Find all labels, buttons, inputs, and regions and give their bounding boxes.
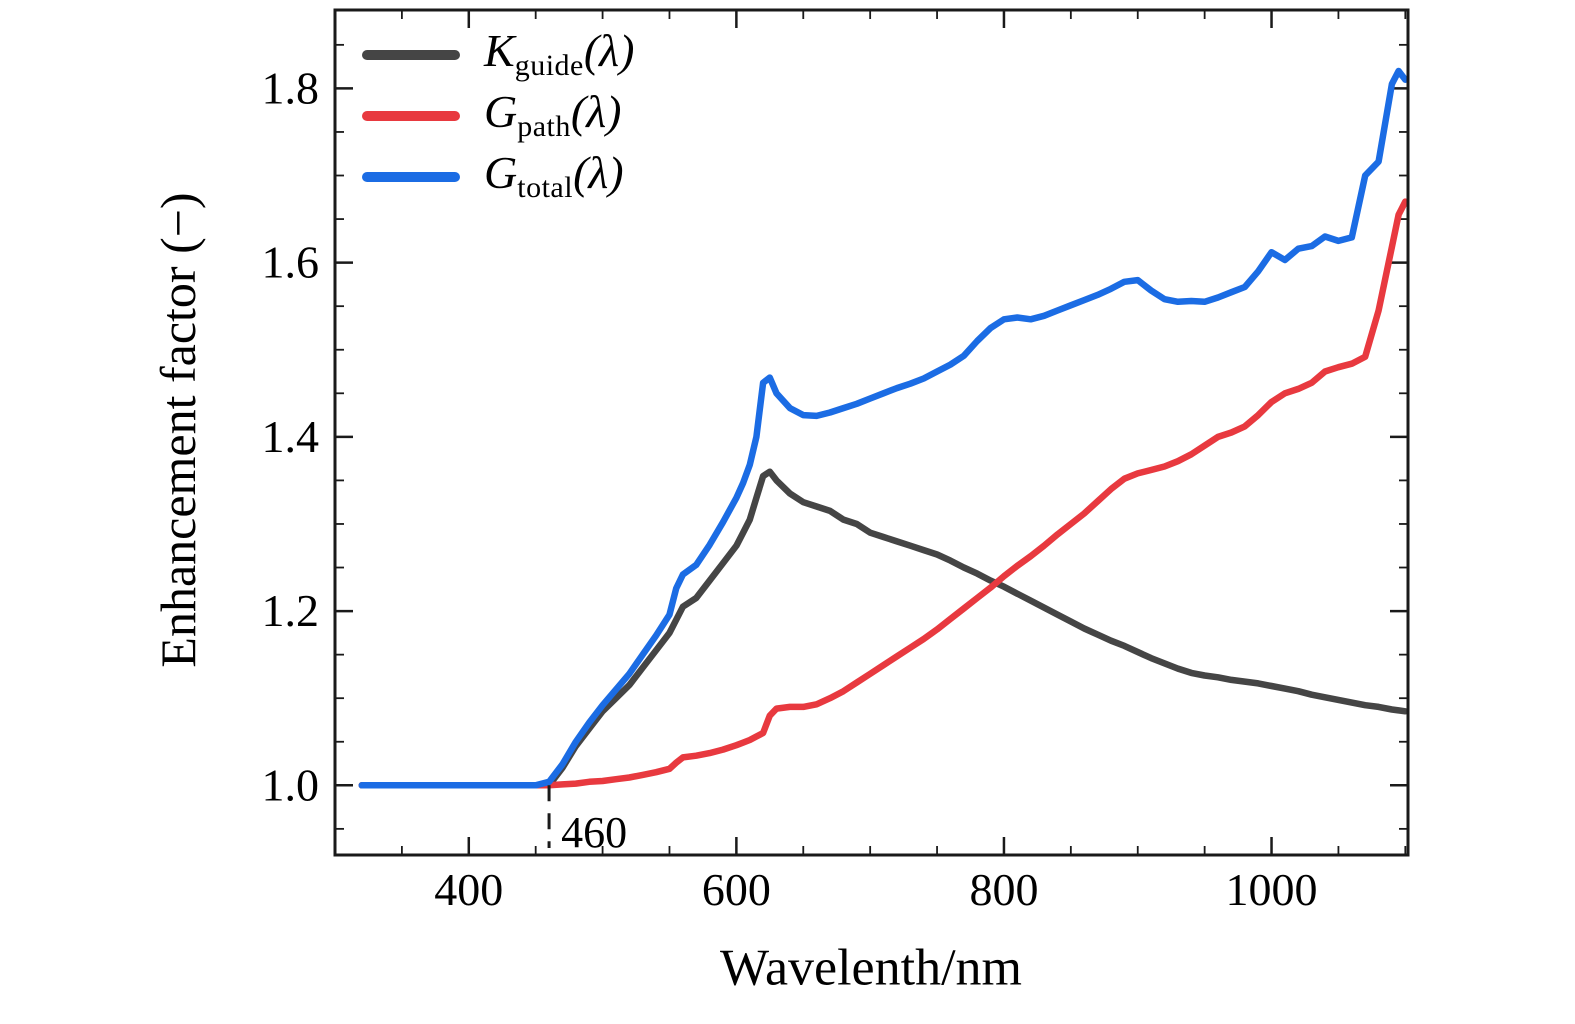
- y-tick-label: 1.8: [262, 62, 320, 113]
- legend-item-kguide: Kguide(λ): [362, 24, 634, 85]
- legend-label-gtotal: Gtotal(λ): [484, 147, 624, 204]
- x-tick-label: 1000: [1226, 864, 1318, 915]
- legend-label-gpath: Gpath(λ): [484, 86, 622, 143]
- series-line-guide: [358, 468, 1409, 789]
- y-tick-label: 1.6: [262, 237, 320, 288]
- y-axis-label: Enhancement factor (−): [150, 192, 206, 668]
- legend-item-gpath: Gpath(λ): [362, 85, 634, 146]
- legend-swatch-kguide: [362, 49, 460, 60]
- legend: Kguide(λ) Gpath(λ) Gtotal(λ): [362, 24, 634, 207]
- annotation-label-460: 460: [561, 808, 627, 857]
- legend-item-gtotal: Gtotal(λ): [362, 146, 634, 207]
- x-axis-label: Wavelenth/nm: [720, 939, 1022, 997]
- legend-swatch-gpath: [362, 110, 460, 121]
- legend-label-kguide: Kguide(λ): [484, 25, 635, 82]
- series-line-path: [358, 198, 1409, 789]
- y-tick-label: 1.0: [262, 759, 320, 810]
- y-tick-label: 1.4: [262, 411, 320, 462]
- y-tick-label: 1.2: [262, 585, 320, 636]
- x-tick-label: 600: [702, 864, 771, 915]
- series-line-total: [358, 67, 1409, 789]
- plot-frame: [333, 8, 1410, 857]
- x-tick-label: 400: [434, 864, 503, 915]
- x-tick-label: 800: [969, 864, 1038, 915]
- legend-swatch-gtotal: [362, 171, 460, 182]
